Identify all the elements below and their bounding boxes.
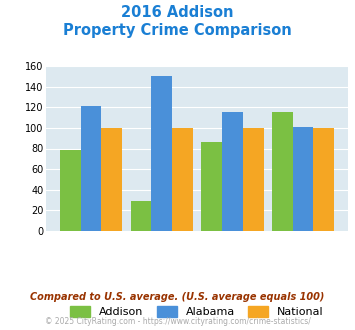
Bar: [151, 76, 172, 231]
Bar: [81, 106, 102, 231]
Bar: [131, 201, 151, 231]
Text: © 2025 CityRating.com - https://www.cityrating.com/crime-statistics/: © 2025 CityRating.com - https://www.city…: [45, 317, 310, 326]
Legend: Addison, Alabama, National: Addison, Alabama, National: [70, 306, 324, 317]
Bar: [201, 142, 222, 231]
Bar: [172, 128, 193, 231]
Bar: [222, 113, 243, 231]
Bar: [60, 149, 81, 231]
Text: Property Crime Comparison: Property Crime Comparison: [63, 23, 292, 38]
Text: 2016 Addison: 2016 Addison: [121, 5, 234, 20]
Text: Compared to U.S. average. (U.S. average equals 100): Compared to U.S. average. (U.S. average …: [30, 292, 325, 302]
Bar: [272, 113, 293, 231]
Bar: [313, 128, 334, 231]
Bar: [293, 127, 313, 231]
Bar: [243, 128, 263, 231]
Bar: [102, 128, 122, 231]
